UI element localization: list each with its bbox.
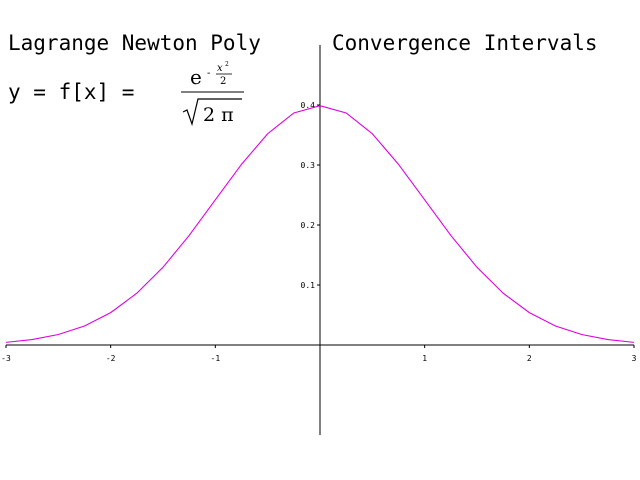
equation-exp-sign: - xyxy=(207,68,210,79)
tick-labels: -3 -2 -1 1 2 3 0.1 0.2 0.3 0.4 xyxy=(1,101,636,363)
x-tick-label: -2 xyxy=(106,354,116,363)
y-tick-label: 0.4 xyxy=(301,101,316,110)
series-line xyxy=(5,105,635,343)
axes xyxy=(5,45,635,435)
left-title: Lagrange Newton Poly xyxy=(8,31,261,55)
x-tick-label: 3 xyxy=(632,354,637,363)
x-tick-label: -1 xyxy=(211,354,221,363)
equation: y = f[x] = e - x 2 2 2 π xyxy=(8,61,244,127)
equation-exp-var: x xyxy=(217,63,223,74)
equation-lhs: y = f[x] = xyxy=(8,80,134,104)
sqrt-icon xyxy=(182,98,242,127)
series-group xyxy=(5,105,635,343)
y-tick-label: 0.3 xyxy=(301,161,316,170)
equation-base: e xyxy=(190,65,202,89)
equation-radicand: 2 π xyxy=(203,104,234,126)
x-tick-label: 1 xyxy=(422,354,427,363)
equation-exp-power: 2 xyxy=(225,61,229,68)
x-tick-label: 2 xyxy=(527,354,532,363)
y-tick-label: 0.2 xyxy=(301,221,316,230)
right-title: Convergence Intervals xyxy=(332,31,598,55)
equation-exp-denominator: 2 xyxy=(220,76,226,87)
y-tick-label: 0.1 xyxy=(301,281,316,290)
x-tick-label: -3 xyxy=(1,354,11,363)
